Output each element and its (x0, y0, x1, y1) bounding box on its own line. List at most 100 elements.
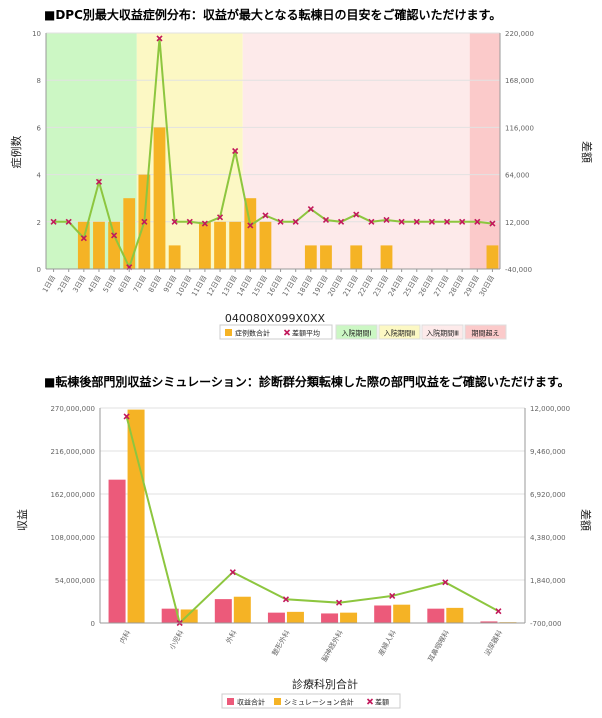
chart2-y-tick: 216,000,000 (50, 448, 95, 456)
legend-label-average-difference: 差額平均 (292, 329, 320, 338)
revenue-total-bar (214, 599, 232, 623)
legend-label-difference: 差額 (375, 698, 389, 707)
chart2-title: ■転棟後部門別収益シミュレーション：診断群分類転棟した際の部門収益をご確認いただ… (44, 374, 570, 389)
average-difference-point-b (277, 218, 284, 225)
chart1-x-tick: 2日目 (56, 274, 72, 294)
case-count-bar (77, 221, 90, 269)
case-count-bar (259, 221, 272, 269)
chart1-y-tick: 2 (37, 219, 41, 227)
average-difference-point (383, 216, 390, 224)
chart2-y-tick: 270,000,000 (50, 405, 95, 413)
chart1-line-layer (50, 35, 496, 271)
average-difference-point-b (443, 218, 451, 225)
difference-point-b (495, 608, 502, 615)
average-difference-point (413, 218, 420, 225)
case-count-bar (380, 245, 393, 269)
case-count-bar (198, 221, 211, 269)
average-difference-point (459, 218, 466, 225)
chart2-x-tick: 脳神経外科 (320, 629, 345, 664)
average-difference-point-b (383, 216, 390, 224)
difference-point (389, 592, 396, 599)
average-difference-point (368, 218, 375, 225)
simulation-total-bar (340, 612, 358, 623)
chart2-x-tick: 外科 (224, 629, 239, 646)
legend-swatch-average-difference (283, 329, 291, 336)
chart1-y2-axis-label: 差額 (580, 141, 594, 163)
average-difference-point (232, 147, 239, 155)
average-difference-point-b (156, 35, 163, 42)
chart2-x-tick: 小児科 (167, 629, 185, 652)
average-difference-point (428, 218, 435, 225)
difference-line (125, 416, 499, 625)
simulation-total-bar (446, 607, 464, 623)
average-difference-point (443, 218, 451, 225)
average-difference-point-b (232, 147, 239, 155)
chart1-y2-tick: 116,000 (505, 124, 534, 132)
chart1-y-tick: 0 (37, 266, 41, 274)
revenue-total-bar (321, 613, 339, 623)
average-difference-point-b (398, 218, 405, 225)
chart1-legend-box (219, 324, 333, 340)
average-difference-point-b (428, 218, 435, 225)
legend-band-4 (464, 324, 507, 340)
average-difference-point-b (111, 232, 118, 239)
legend-label-revenue-total: 収益合計 (237, 698, 265, 707)
difference-point (442, 579, 449, 586)
chart2-x-tick: 産婦人科 (376, 629, 398, 658)
average-difference-point (216, 214, 224, 221)
average-difference-point (262, 212, 269, 219)
chart2-y2-tick: 12,000,000 (530, 405, 570, 413)
average-difference-point (474, 218, 481, 225)
revenue-total-bar (427, 608, 445, 623)
chart1-x-axis-label: 040080X099X0XX (225, 312, 326, 325)
revenue-total-bar (161, 608, 179, 623)
chart1-y-tick: 10 (32, 30, 41, 38)
legend-swatch-revenue-total (227, 698, 234, 705)
average-difference-point-b (95, 178, 103, 185)
average-difference-point-b (65, 218, 72, 225)
average-difference-point (398, 218, 405, 225)
legend-band-label-2: 入院期間Ⅱ (384, 329, 415, 338)
case-count-bar (168, 245, 181, 269)
average-difference-point (65, 218, 72, 225)
average-difference-point-b (459, 218, 466, 225)
chart2-bars-layer (108, 409, 517, 623)
legend-band-label-3: 入院期間Ⅲ (426, 329, 459, 338)
period-band-4 (469, 33, 500, 269)
simulation-total-bar (286, 611, 304, 623)
case-count-bar (229, 221, 242, 269)
difference-point (495, 608, 502, 615)
chart2-y-tick: 0 (91, 620, 95, 628)
legend-band-1 (335, 324, 378, 340)
chart1-y2-tick: 168,000 (505, 77, 534, 85)
department-revenue-chart: ■転棟後部門別収益シミュレーション：診断群分類転棟した際の部門収益をご確認いただ… (15, 374, 593, 709)
period-band-2 (136, 33, 243, 269)
average-difference-point (171, 218, 178, 225)
average-difference-point-b (141, 218, 148, 225)
average-difference-point-b (474, 218, 481, 225)
average-difference-point (292, 218, 299, 225)
chart2-y-tick: 108,000,000 (50, 534, 95, 542)
chart2-y2-tick: -700,000 (530, 620, 561, 628)
difference-point-b (123, 413, 130, 420)
simulation-total-bar (180, 609, 198, 623)
chart2-legend: 収益合計 シミュレーション合計 差額 (221, 693, 401, 709)
chart1-y-axis-label: 症例数 (9, 136, 23, 169)
average-difference-point (111, 232, 118, 239)
average-difference-point (247, 222, 254, 229)
average-difference-point-b (307, 206, 314, 213)
legend-swatch-average-difference-b (283, 329, 291, 336)
average-difference-point-b (201, 220, 208, 227)
case-count-bar (320, 245, 332, 269)
chart1-x-tick: 1日目 (41, 274, 57, 294)
chart1-legend: 症例数合計 差額平均 入院期間Ⅰ 入院期間Ⅱ 入院期間Ⅲ 期間超え (219, 324, 507, 340)
chart2-y-tick: 54,000,000 (55, 577, 95, 585)
chart2-x-axis-label: 診療科別合計 (292, 677, 358, 691)
average-difference-point (50, 218, 57, 225)
chart1-x-tick: 6日目 (117, 274, 133, 294)
simulation-total-bar (233, 596, 251, 623)
difference-point-b (335, 599, 343, 606)
difference-point (229, 569, 236, 576)
chart1-y-tick: 8 (37, 77, 41, 85)
case-count-bar (350, 245, 363, 269)
